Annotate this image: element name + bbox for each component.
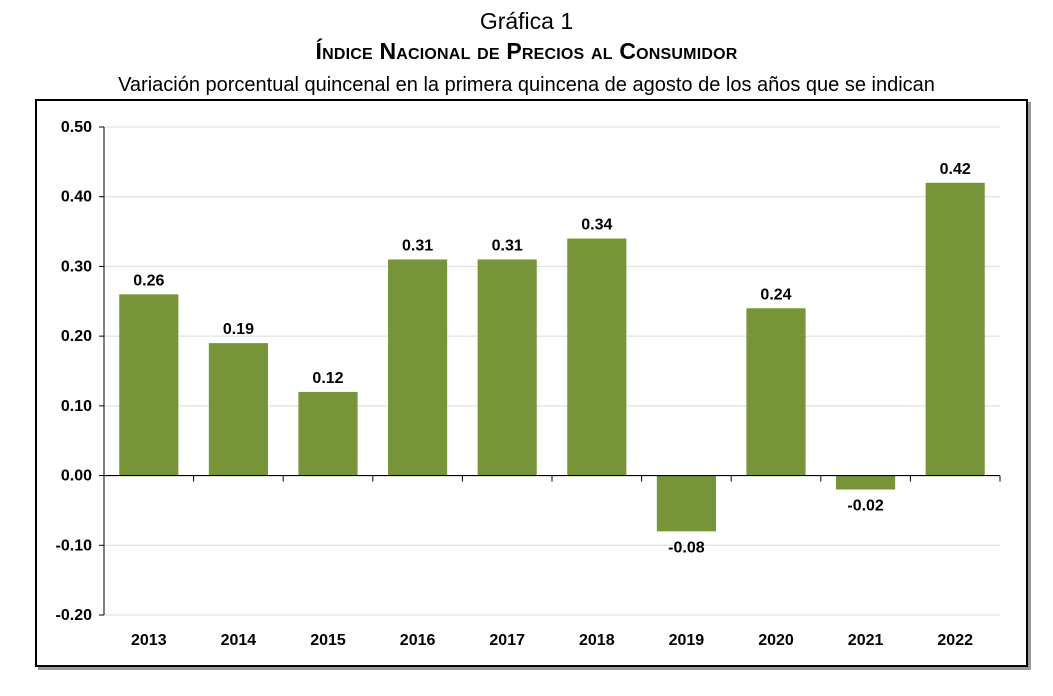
- x-tick-label: 2013: [131, 632, 167, 649]
- chart-title: Índice Nacional de Precios al Consumidor: [315, 38, 738, 64]
- x-tick-label: 2018: [579, 632, 615, 649]
- x-tick-label: 2022: [937, 632, 973, 649]
- bar: [119, 294, 179, 476]
- bar: [477, 259, 537, 476]
- chart-frame: [35, 99, 1028, 667]
- x-tick-label: 2019: [669, 632, 705, 649]
- y-tick-label: 0.10: [61, 398, 92, 415]
- bar: [925, 182, 985, 476]
- data-label: -0.02: [847, 498, 884, 515]
- y-tick-label: 0.00: [61, 468, 92, 485]
- data-label: 0.31: [492, 237, 523, 254]
- y-tick-label: 0.30: [61, 258, 92, 275]
- bar: [836, 475, 896, 490]
- y-tick-label: 0.50: [61, 119, 92, 136]
- bar: [388, 259, 448, 476]
- y-tick-label: -0.20: [56, 607, 93, 624]
- bar: [567, 238, 627, 476]
- chart-kicker: Gráfica 1: [479, 8, 574, 34]
- data-label: 0.34: [581, 217, 612, 234]
- chart-subtitle: Variación porcentual quincenal en la pri…: [118, 74, 935, 96]
- y-tick-label: 0.20: [61, 328, 92, 345]
- bar: [746, 308, 806, 476]
- data-label: 0.26: [133, 272, 164, 289]
- y-tick-label: -0.10: [56, 537, 93, 554]
- data-label: 0.19: [223, 321, 254, 338]
- x-tick-label: 2021: [848, 632, 884, 649]
- data-label: 0.12: [312, 370, 343, 387]
- data-label: 0.24: [760, 286, 791, 303]
- data-label: 0.42: [940, 161, 971, 178]
- bar: [208, 343, 268, 476]
- x-tick-label: 2017: [489, 632, 525, 649]
- data-label: 0.31: [402, 237, 433, 254]
- x-tick-label: 2016: [400, 632, 436, 649]
- x-tick-label: 2015: [310, 632, 346, 649]
- data-label: -0.08: [668, 539, 705, 556]
- bar: [656, 475, 716, 532]
- x-tick-label: 2020: [758, 632, 794, 649]
- bar: [298, 391, 358, 476]
- x-tick-label: 2014: [221, 632, 257, 649]
- y-tick-label: 0.40: [61, 189, 92, 206]
